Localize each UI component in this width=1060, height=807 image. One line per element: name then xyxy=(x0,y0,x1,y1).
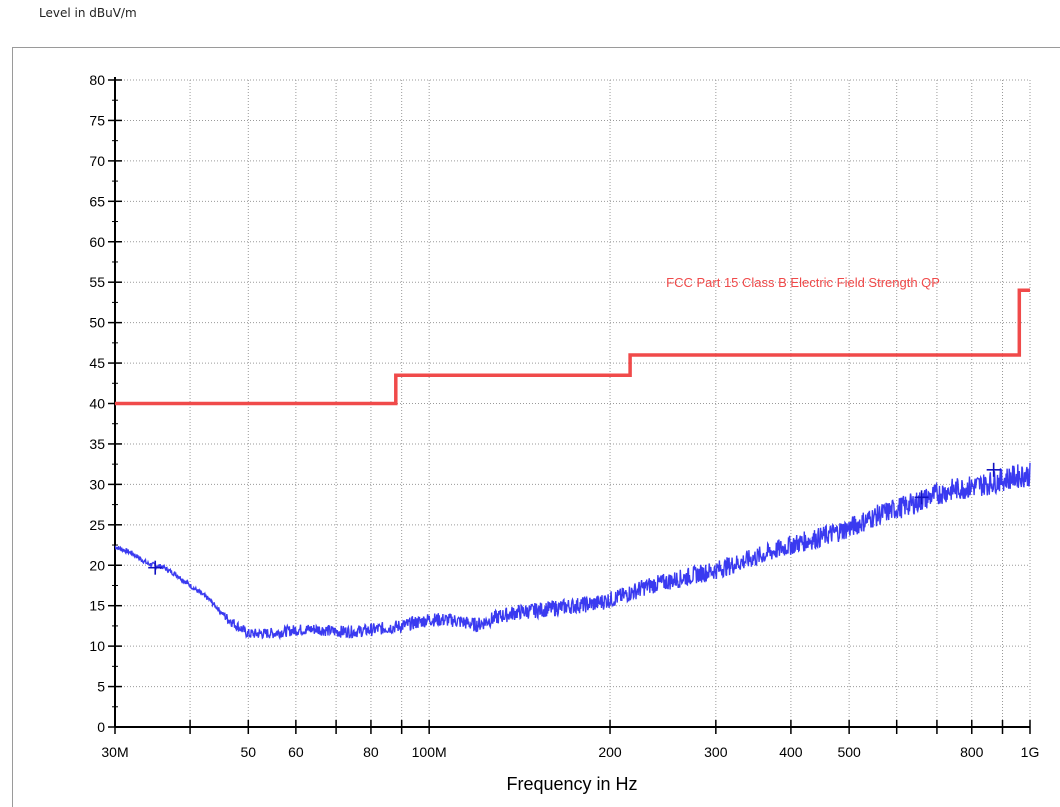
x-tick-label: 60 xyxy=(288,744,304,760)
y-tick-label: 30 xyxy=(89,476,105,492)
series-layer xyxy=(114,288,1031,641)
x-tick-label: 400 xyxy=(779,744,803,760)
y-tick-label: 80 xyxy=(89,72,105,88)
chart-frame xyxy=(12,47,1060,807)
x-tick-label: 80 xyxy=(363,744,379,760)
x-tick-label: 50 xyxy=(241,744,257,760)
x-tick-label: 500 xyxy=(837,744,861,760)
y-tick-label: 50 xyxy=(89,315,105,331)
y-tick-label: 60 xyxy=(89,234,105,250)
y-tick-label: 40 xyxy=(89,396,105,412)
y-tick-label: 5 xyxy=(97,679,105,695)
y-tick-label: 15 xyxy=(89,598,105,614)
tick-labels: 0 5 10 15 20 25 30 35 40 45 50 55 60 65 70 75 80 30M 50 60 8… xyxy=(89,72,1039,794)
x-axis-title: Frequency in Hz xyxy=(506,774,637,794)
y-axis-title: Level in dBuV/m xyxy=(39,6,137,20)
x-tick-label: 200 xyxy=(598,744,622,760)
y-tick-label: 10 xyxy=(89,638,105,654)
limit-label: FCC Part 15 Class B Electric Field Stren… xyxy=(666,275,940,290)
limit-line xyxy=(115,288,1030,406)
peak-marker xyxy=(914,490,929,505)
grid-lines xyxy=(115,79,1031,727)
y-tick-label: 35 xyxy=(89,436,105,452)
y-tick-label: 0 xyxy=(97,719,105,735)
x-tick-label: 800 xyxy=(960,744,984,760)
y-tick-label: 45 xyxy=(89,355,105,371)
peak-marker xyxy=(148,560,163,575)
y-tick-label: 75 xyxy=(89,112,105,128)
x-tick-label: 300 xyxy=(704,744,728,760)
measurement-trace xyxy=(114,462,1031,641)
x-tick-label: 1G xyxy=(1021,744,1040,760)
y-tick-label: 20 xyxy=(89,557,105,573)
y-tick-label: 25 xyxy=(89,517,105,533)
y-tick-label: 70 xyxy=(89,153,105,169)
y-tick-label: 55 xyxy=(89,274,105,290)
peak-marker xyxy=(986,462,1001,477)
y-tick-label: 65 xyxy=(89,193,105,209)
x-tick-label: 30M xyxy=(101,744,128,760)
x-tick-label: 100M xyxy=(412,744,447,760)
